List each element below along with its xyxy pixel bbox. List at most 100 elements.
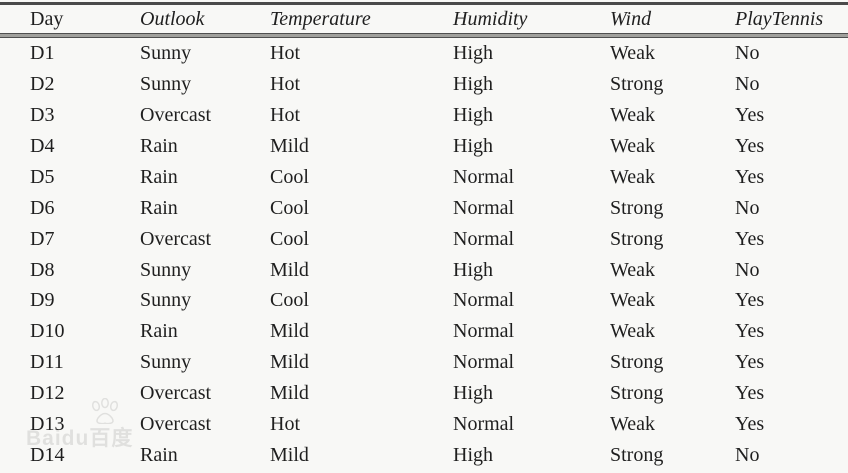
cell-day: D13 (30, 413, 65, 436)
cell-outlook: Sunny (140, 258, 192, 281)
table-header-row: Day Outlook Temperature Humidity Wind Pl… (0, 5, 848, 33)
cell-wind: Weak (610, 103, 656, 126)
cell-wind: Weak (610, 41, 656, 64)
cell-outlook: Overcast (140, 413, 212, 436)
column-header-humidity: Humidity (453, 7, 528, 30)
table-row: D2 Sunny Hot High Strong No (0, 69, 848, 100)
cell-outlook: Rain (140, 196, 178, 219)
cell-playtennis: Yes (735, 382, 765, 405)
cell-day: D1 (30, 41, 55, 64)
cell-playtennis: Yes (735, 289, 765, 312)
cell-temperature: Cool (270, 196, 309, 219)
cell-outlook: Rain (140, 444, 178, 467)
table-row: D9 Sunny Cool Normal Weak Yes (0, 286, 848, 317)
column-header-wind: Wind (610, 7, 652, 30)
cell-humidity: Normal (453, 227, 515, 250)
cell-wind: Weak (610, 289, 656, 312)
cell-outlook: Rain (140, 134, 178, 157)
cell-outlook: Sunny (140, 351, 192, 374)
table-row: D7 Overcast Cool Normal Strong Yes (0, 224, 848, 255)
cell-temperature: Hot (270, 413, 300, 436)
column-header-day: Day (30, 7, 64, 30)
cell-day: D3 (30, 103, 55, 126)
cell-day: D9 (30, 289, 55, 312)
cell-day: D6 (30, 196, 55, 219)
cell-humidity: High (453, 72, 493, 95)
table-row: D4 Rain Mild High Weak Yes (0, 131, 848, 162)
cell-wind: Strong (610, 196, 664, 219)
cell-temperature: Cool (270, 227, 309, 250)
cell-wind: Weak (610, 258, 656, 281)
table-row: D10 Rain Mild Normal Weak Yes (0, 316, 848, 347)
cell-temperature: Mild (270, 382, 309, 405)
cell-humidity: High (453, 134, 493, 157)
cell-humidity: Normal (453, 320, 515, 343)
cell-playtennis: Yes (735, 103, 765, 126)
cell-temperature: Mild (270, 444, 309, 467)
table-row: D3 Overcast Hot High Weak Yes (0, 100, 848, 131)
table-row: D14 Rain Mild High Strong No (0, 440, 848, 471)
cell-wind: Strong (610, 72, 664, 95)
cell-day: D5 (30, 165, 55, 188)
cell-day: D11 (30, 351, 64, 374)
cell-outlook: Sunny (140, 289, 192, 312)
table-row: D6 Rain Cool Normal Strong No (0, 193, 848, 224)
cell-day: D12 (30, 382, 65, 405)
cell-temperature: Mild (270, 320, 309, 343)
cell-day: D2 (30, 72, 55, 95)
cell-humidity: Normal (453, 351, 515, 374)
cell-outlook: Sunny (140, 41, 192, 64)
cell-playtennis: Yes (735, 413, 765, 436)
cell-outlook: Rain (140, 165, 178, 188)
column-header-outlook: Outlook (140, 7, 205, 30)
cell-humidity: Normal (453, 413, 515, 436)
cell-playtennis: No (735, 258, 760, 281)
table-row: D5 Rain Cool Normal Weak Yes (0, 162, 848, 193)
table-row: D8 Sunny Mild High Weak No (0, 255, 848, 286)
table-row: D13 Overcast Hot Normal Weak Yes (0, 409, 848, 440)
cell-day: D8 (30, 258, 55, 281)
cell-wind: Weak (610, 413, 656, 436)
table-top-rule (0, 2, 848, 5)
cell-playtennis: No (735, 72, 760, 95)
cell-playtennis: No (735, 196, 760, 219)
table-row: D1 Sunny Hot High Weak No (0, 38, 848, 69)
cell-wind: Strong (610, 227, 664, 250)
cell-temperature: Hot (270, 103, 300, 126)
cell-wind: Strong (610, 382, 664, 405)
cell-playtennis: Yes (735, 227, 765, 250)
cell-humidity: High (453, 444, 493, 467)
cell-playtennis: No (735, 444, 760, 467)
cell-playtennis: Yes (735, 165, 765, 188)
cell-wind: Strong (610, 444, 664, 467)
cell-wind: Weak (610, 165, 656, 188)
cell-humidity: High (453, 382, 493, 405)
cell-wind: Strong (610, 351, 664, 374)
cell-wind: Weak (610, 134, 656, 157)
cell-humidity: Normal (453, 196, 515, 219)
cell-temperature: Mild (270, 351, 309, 374)
cell-outlook: Sunny (140, 72, 192, 95)
cell-temperature: Hot (270, 41, 300, 64)
cell-humidity: Normal (453, 289, 515, 312)
cell-outlook: Overcast (140, 103, 212, 126)
cell-day: D4 (30, 134, 55, 157)
table-row: D11 Sunny Mild Normal Strong Yes (0, 347, 848, 378)
cell-day: D14 (30, 444, 65, 467)
cell-temperature: Hot (270, 72, 300, 95)
cell-temperature: Mild (270, 134, 309, 157)
cell-outlook: Rain (140, 320, 178, 343)
cell-playtennis: Yes (735, 134, 765, 157)
cell-day: D7 (30, 227, 55, 250)
cell-wind: Weak (610, 320, 656, 343)
cell-temperature: Cool (270, 165, 309, 188)
column-header-temperature: Temperature (270, 7, 371, 30)
cell-outlook: Overcast (140, 382, 212, 405)
cell-playtennis: No (735, 41, 760, 64)
table-row: D12 Overcast Mild High Strong Yes (0, 378, 848, 409)
cell-humidity: High (453, 258, 493, 281)
header-double-rule (0, 33, 848, 38)
cell-playtennis: Yes (735, 320, 765, 343)
cell-playtennis: Yes (735, 351, 765, 374)
